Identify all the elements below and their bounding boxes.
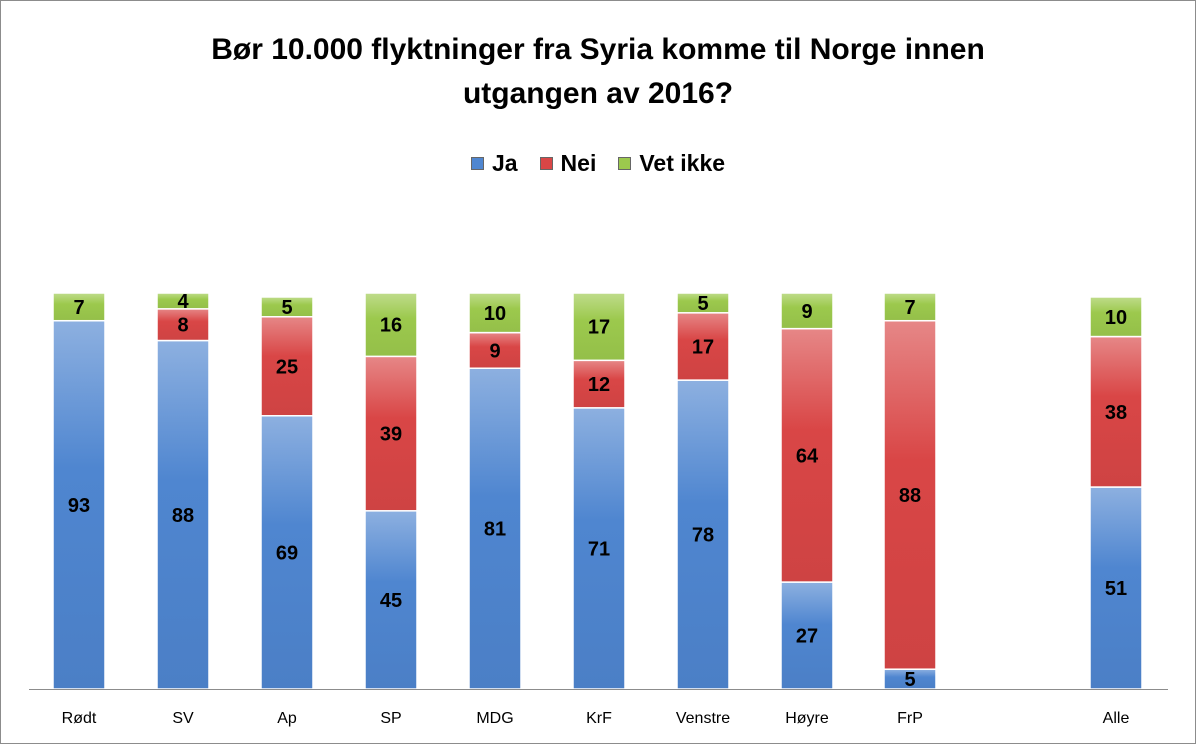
bar-segment-nei (676, 312, 730, 381)
legend-label-vet-ikke: Vet ikke (639, 150, 726, 176)
data-label-nei: 12 (588, 374, 610, 396)
data-label-nei: 9 (489, 340, 500, 362)
legend-swatch-ja (470, 157, 484, 170)
bar-segment-vet-ikke (364, 292, 418, 358)
bar-segment-vet-ikke (260, 296, 314, 318)
chart-title-line-1: Bør 10.000 flyktninger fra Syria komme t… (211, 33, 985, 66)
category-label: SV (172, 710, 194, 727)
category-label: Alle (1103, 710, 1130, 727)
category-label: Rødt (62, 710, 97, 727)
data-label-vet-ikke: 7 (904, 297, 915, 319)
data-label-nei: 8 (177, 315, 188, 337)
legend-item-vet-ikke: Vet ikke (618, 150, 725, 177)
bar-segment-vet-ikke (883, 292, 937, 322)
data-label-ja: 81 (484, 519, 506, 541)
bar-segment-nei (883, 319, 937, 670)
bar-segment-ja (52, 319, 106, 690)
legend-swatch-nei (539, 157, 553, 170)
category-label: Ap (277, 710, 297, 727)
legend-item-nei: Nei (539, 150, 597, 177)
data-label-vet-ikke: 16 (380, 315, 402, 337)
data-label-ja: 69 (276, 542, 298, 564)
data-label-vet-ikke: 5 (697, 293, 708, 315)
legend-swatch-vet-ikke (618, 157, 632, 170)
data-label-ja: 93 (68, 495, 90, 517)
category-label: Høyre (785, 710, 829, 727)
bar-segment-ja (260, 415, 314, 690)
bar-segment-nei (572, 359, 626, 409)
data-label-ja: 5 (904, 669, 915, 691)
legend-label-ja: Ja (491, 150, 518, 176)
bar-segment-vet-ikke (156, 292, 210, 310)
bar-segment-vet-ikke (52, 292, 106, 322)
legend-item-ja: Ja (470, 150, 518, 177)
bar-segment-ja (468, 367, 522, 690)
data-label-ja: 78 (692, 525, 714, 547)
legend-label-nei: Nei (560, 150, 597, 176)
bar-segment-nei (468, 331, 522, 369)
category-label: SP (380, 710, 401, 727)
bar-segment-vet-ikke (572, 292, 626, 362)
data-label-nei: 39 (380, 424, 402, 446)
data-label-nei: 38 (1105, 402, 1127, 424)
bar-segment-nei (364, 355, 418, 512)
data-label-ja: 71 (588, 538, 610, 560)
category-label: MDG (476, 710, 513, 727)
data-label-vet-ikke: 10 (1105, 307, 1127, 329)
bar-segment-vet-ikke (780, 292, 834, 330)
category-label: KrF (586, 710, 612, 727)
bar-segment-nei (260, 316, 314, 417)
data-label-vet-ikke: 9 (801, 301, 812, 323)
data-label-nei: 17 (692, 336, 714, 358)
data-label-vet-ikke: 5 (281, 297, 292, 319)
data-label-ja: 88 (172, 505, 194, 527)
chart-title: Bør 10.000 flyktninger fra Syria komme t… (0, 28, 1196, 116)
data-label-vet-ikke: 10 (484, 303, 506, 325)
data-label-nei: 64 (796, 445, 819, 467)
category-label: FrP (897, 710, 923, 727)
chart-legend: Ja Nei Vet ikke (0, 150, 1196, 177)
data-label-ja: 45 (380, 590, 402, 612)
data-label-vet-ikke: 17 (588, 317, 610, 339)
data-label-ja: 27 (796, 626, 818, 648)
bar-segment-ja (1089, 486, 1143, 690)
data-label-nei: 88 (899, 485, 921, 507)
data-label-nei: 25 (276, 356, 298, 378)
bar-segment-nei (1089, 335, 1143, 488)
data-label-vet-ikke: 7 (73, 297, 84, 319)
bar-segment-ja (572, 407, 626, 690)
category-label: Venstre (676, 710, 730, 727)
bar-segment-vet-ikke (468, 292, 522, 334)
data-label-ja: 51 (1105, 578, 1127, 600)
bar-segment-vet-ikke (676, 292, 730, 314)
bar-segment-vet-ikke (1089, 296, 1143, 338)
data-label-vet-ikke: 4 (177, 291, 189, 313)
chart-title-line-2: utgangen av 2016? (462, 77, 734, 110)
